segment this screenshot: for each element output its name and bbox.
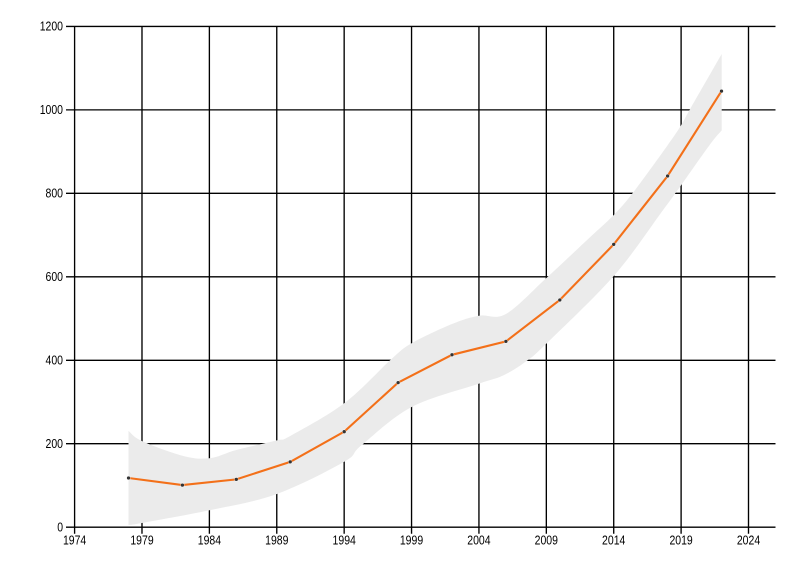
svg-text:1994: 1994 xyxy=(333,533,356,547)
svg-text:0: 0 xyxy=(57,520,63,534)
svg-text:2004: 2004 xyxy=(467,533,490,547)
svg-text:1200: 1200 xyxy=(40,20,63,34)
svg-text:2014: 2014 xyxy=(602,533,625,547)
svg-text:2009: 2009 xyxy=(535,533,558,547)
svg-text:400: 400 xyxy=(46,353,64,367)
svg-text:2019: 2019 xyxy=(669,533,692,547)
svg-text:1974: 1974 xyxy=(63,533,86,547)
svg-text:1984: 1984 xyxy=(198,533,221,547)
svg-text:200: 200 xyxy=(46,437,64,451)
svg-text:600: 600 xyxy=(46,270,64,284)
svg-text:1000: 1000 xyxy=(40,103,63,117)
svg-text:2024: 2024 xyxy=(737,533,760,547)
svg-text:1999: 1999 xyxy=(400,533,423,547)
svg-text:800: 800 xyxy=(46,186,64,200)
svg-text:1979: 1979 xyxy=(130,533,153,547)
svg-text:1989: 1989 xyxy=(265,533,288,547)
